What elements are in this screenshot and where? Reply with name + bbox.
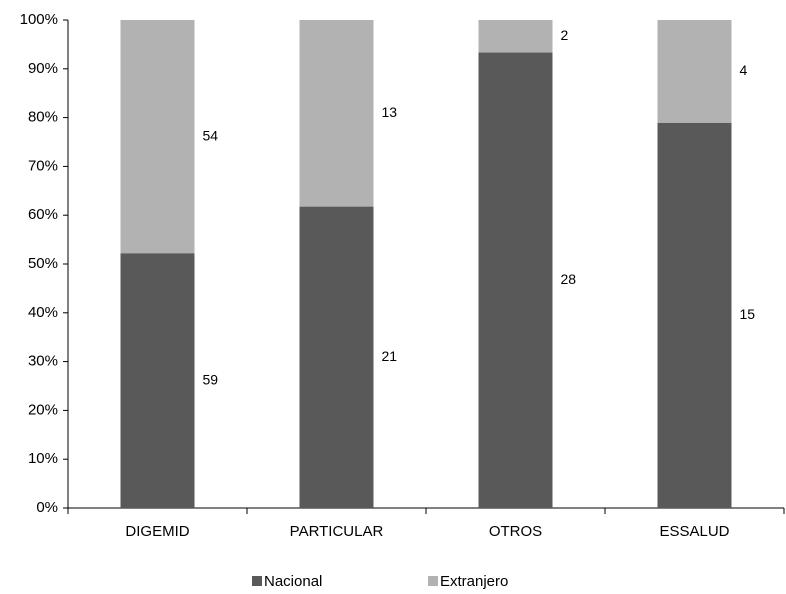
y-tick-label: 60% [28, 206, 58, 223]
y-tick-label: 100% [20, 11, 58, 28]
data-label: 2 [561, 27, 569, 43]
data-label: 59 [203, 371, 219, 387]
x-tick-label: ESSALUD [659, 523, 729, 540]
legend-swatch [252, 576, 262, 586]
y-tick-label: 50% [28, 255, 58, 272]
data-label: 13 [382, 104, 398, 120]
x-tick-label: DIGEMID [125, 523, 189, 540]
legend-label: Nacional [264, 573, 322, 590]
y-tick-label: 10% [28, 450, 58, 467]
bar-segment [299, 20, 374, 207]
x-tick-label: PARTICULAR [290, 523, 384, 540]
legend-swatch [428, 576, 438, 586]
x-tick-label: OTROS [489, 523, 542, 540]
y-tick-label: 30% [28, 353, 58, 370]
data-label: 15 [740, 306, 756, 322]
data-label: 28 [561, 271, 577, 287]
y-tick-label: 40% [28, 304, 58, 321]
data-label: 21 [382, 348, 398, 364]
bar-segment [478, 52, 553, 509]
legend-label: Extranjero [440, 573, 508, 590]
bar-segment [299, 206, 374, 508]
bar-segment [657, 122, 732, 508]
bar-segment [478, 20, 553, 53]
y-tick-label: 20% [28, 401, 58, 418]
y-tick-label: 80% [28, 109, 58, 126]
y-tick-label: 90% [28, 60, 58, 77]
y-tick-label: 0% [36, 499, 58, 516]
data-label: 54 [203, 127, 219, 143]
bar-segment [120, 253, 195, 508]
bar-segment [657, 20, 732, 123]
y-tick-label: 70% [28, 157, 58, 174]
bar-segment [120, 20, 195, 254]
data-label: 4 [740, 62, 748, 78]
